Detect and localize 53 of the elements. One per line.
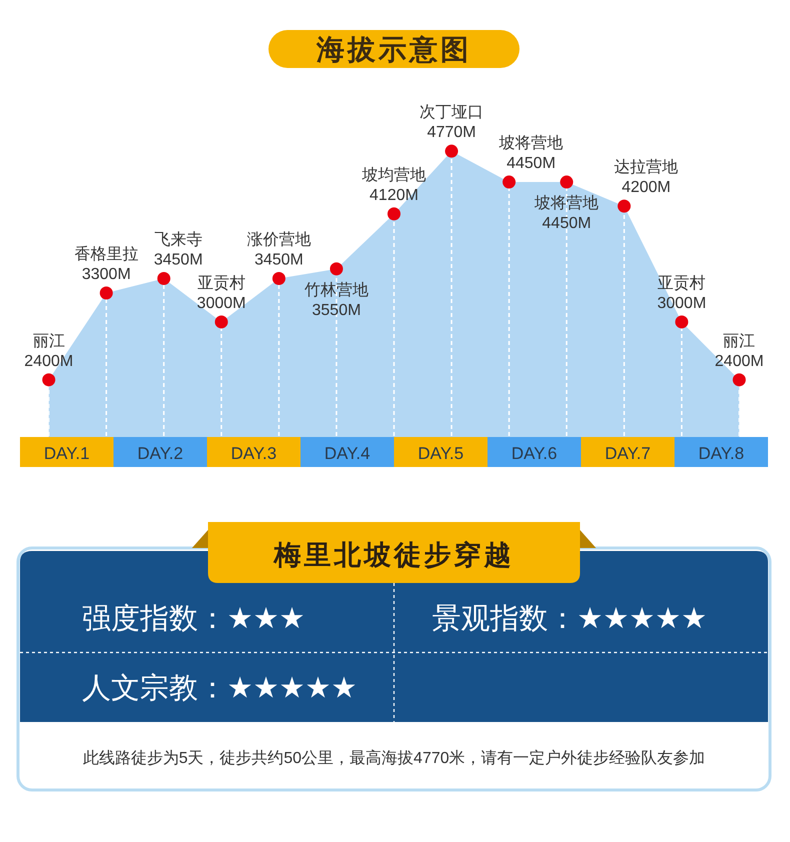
annotation: DAY.6 (511, 444, 558, 463)
data-label: 3450M (154, 252, 203, 269)
point (214, 315, 228, 328)
point (388, 207, 400, 220)
data-label: 3000M (657, 294, 706, 312)
data-label: 3550M (312, 302, 361, 319)
point (675, 315, 688, 328)
x-tick-label: 飞来寺 (154, 230, 202, 249)
x-tick-label: 亚贡村 (658, 274, 706, 292)
x-tick-label: 坡均营地 (361, 166, 426, 184)
point (502, 176, 516, 189)
text: 此线路徒步为5天，徒步共约50公里，最高海拔4770米，请有一定户外徒步经验队友参加 (82, 749, 706, 767)
annotation: DAY.4 (324, 444, 370, 463)
x-tick-label: 坡将营地 (534, 194, 599, 212)
point (445, 144, 458, 158)
chart-title: 海拔示意图 (316, 33, 472, 66)
annotation: 强度指数：★★★ (82, 602, 305, 635)
point (100, 286, 113, 300)
data-label: 4450M (542, 215, 592, 232)
point (618, 200, 631, 213)
point (330, 262, 343, 276)
x-tick-label: 次丁垭口 (420, 104, 484, 122)
x-tick-label: 竹林营地 (304, 280, 368, 299)
annotation: DAY.1 (44, 444, 90, 463)
annotation: DAY.7 (604, 444, 651, 463)
x-tick-label: 亚贡村 (197, 274, 246, 292)
point (560, 176, 574, 189)
x-tick-label: 丽江 (723, 332, 756, 350)
x-tick-label: 坡将营地 (498, 134, 564, 152)
annotation: DAY.2 (137, 444, 184, 463)
x-tick-label: 达拉营地 (614, 158, 678, 176)
point (42, 373, 56, 386)
annotation: DAY.3 (230, 444, 277, 463)
annotation: DAY.5 (418, 444, 464, 463)
text: 梅里北坡徒步穿越 (273, 540, 514, 571)
data-label: 4450M (506, 155, 556, 172)
data-label: 3000M (196, 294, 246, 312)
data-label: 4770M (427, 124, 476, 142)
data-label: 3450M (254, 252, 304, 269)
data-label: 3300M (82, 266, 131, 283)
data-label: 4200M (622, 179, 671, 196)
point (732, 373, 746, 386)
data-label: 2400M (714, 352, 764, 370)
data-label: 4120M (370, 186, 418, 204)
x-tick-label: 涨价营地 (246, 230, 311, 249)
point (272, 272, 286, 286)
x-tick-label: 香格里拉 (74, 244, 138, 263)
point (157, 272, 170, 286)
annotation: 景观指数：★★★★★ (432, 602, 707, 635)
annotation: DAY.8 (698, 444, 744, 463)
x-tick-label: 丽江 (32, 332, 65, 350)
data-label: 2400M (24, 352, 74, 370)
text: 人文宗教：★★★★★ (82, 672, 357, 704)
